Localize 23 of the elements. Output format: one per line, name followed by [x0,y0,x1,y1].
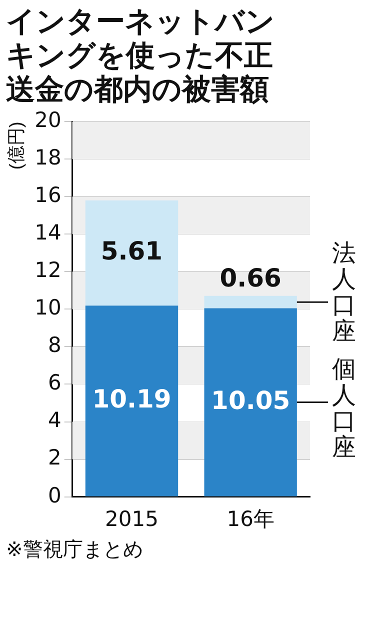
y-tick-label: 0 [48,483,62,508]
data-label: 10.19 [92,384,172,414]
x-tick-label: 2015 [105,506,158,531]
data-label: 5.61 [100,236,163,266]
y-tick-label: 10 [34,296,62,320]
y-tick-label: 6 [48,370,62,395]
y-tick-label: 8 [48,333,62,358]
y-tick-label: 4 [48,408,62,432]
y-tick-label: 2 [48,446,62,470]
series-label: 個人口座 [331,354,357,461]
x-tick-label: 16年 [226,506,274,531]
y-tick-label: 20 [34,108,62,132]
y-tick-label: 14 [34,220,62,245]
text: ※警視庁まとめ [5,536,144,563]
y-tick-label: 18 [34,146,62,170]
data-label: 10.05 [211,386,290,415]
y-tick-label: 16 [34,183,62,208]
y-tick-label: 12 [34,258,62,282]
series-label: 法人口座 [331,238,357,345]
bar [204,296,297,308]
y-axis-title: (億円) [6,122,26,170]
data-label: 0.66 [220,263,282,292]
chart-title: インターネットバンキングを使った不正送金の都内の被害額 [5,3,276,106]
